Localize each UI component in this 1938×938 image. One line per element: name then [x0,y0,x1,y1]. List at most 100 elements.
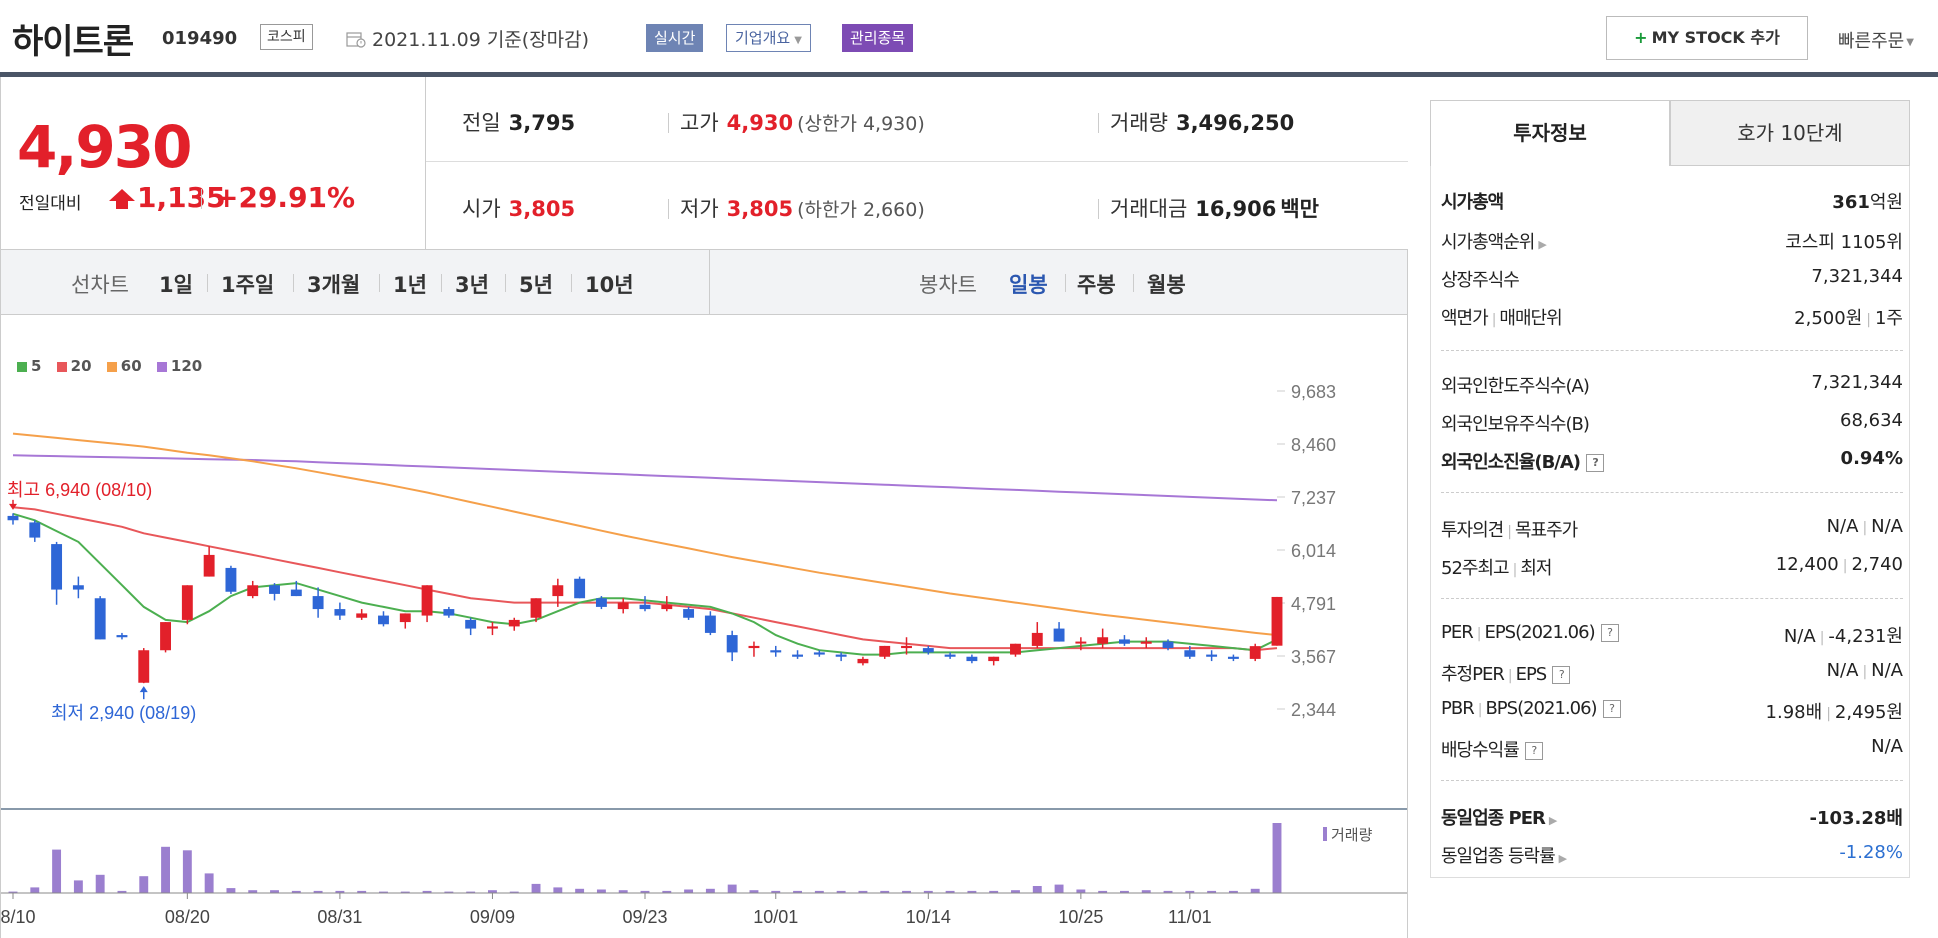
market-cap-row: 시가총액 361억원 [1441,192,1903,213]
candle-body [138,650,150,683]
ma120-line [12,454,1278,502]
period-5y[interactable]: 5년 [519,273,553,297]
help-icon[interactable]: ? [1586,454,1605,472]
help-icon[interactable]: ? [1552,666,1571,684]
add-my-stock-button[interactable]: + MY STOCK 추가 [1606,16,1808,60]
help-icon[interactable]: ? [1602,700,1621,718]
candle-body [901,645,912,649]
day-high: 고가 4,930 (상한가 4,930) [680,111,925,135]
volume-bar [379,891,388,893]
y-tick-label: 6,014 [1291,541,1336,561]
ma-legend: 5 20 60 120 [17,357,212,375]
candlestick-chart[interactable]: 9,683 8,460 7,237 6,014 4,791 3,567 2,344 최고 6,… [1,315,1407,938]
candle-body [879,645,891,657]
help-icon[interactable]: ? [1524,742,1543,760]
volume-bar [1054,884,1064,893]
x-tick-label: 10/25 [1058,907,1103,927]
min-arrow-head [139,686,148,693]
candle-body [7,515,19,521]
header-divider [0,72,1938,77]
period-1y[interactable]: 1년 [393,273,427,297]
chevron-right-icon: ▶ [1548,814,1558,827]
candle-body [203,554,215,577]
period-1w[interactable]: 1주일 [221,273,275,297]
tab-order-book[interactable]: 호가 10단계 [1670,100,1910,166]
x-tick-label: 10/01 [753,907,798,927]
candle-body [312,596,324,610]
candle-body [116,635,128,638]
volume-bar [902,890,911,893]
candle-body [1053,628,1065,642]
company-overview-button[interactable]: 기업개요 ▼ [726,24,811,52]
candle-body [356,613,368,618]
dividend-row: 배당수익률? N/A [1441,736,1903,761]
change-amount: 1,135 [137,181,226,214]
open-price: 시가 3,805 [462,197,576,221]
volume-bar [117,890,127,893]
volume-bar [204,873,214,893]
stock-code: 019490 [162,28,238,49]
per-eps-row: PER | EPS(2021.06)? N/A | -4,231원 [1441,622,1903,647]
candle-body [552,585,564,597]
volume-bar [727,884,737,893]
current-price-box: 4,930 전일대비 1,135 +29.91% [0,77,426,249]
period-monthly[interactable]: 월봉 [1147,273,1186,297]
candle-body [1031,632,1043,646]
investment-info-panel: 투자정보 호가 10단계 시가총액 361억원 시가총액순위 ▶ 코스피 1105… [1430,100,1910,880]
volume-bar [814,890,824,893]
realtime-button[interactable]: 실시간 [646,24,704,52]
volume-bar [771,890,781,893]
x-tick-label: 09/23 [622,907,667,927]
sector-per-row[interactable]: 동일업종 PER ▶ -103.28배 [1441,808,1903,829]
volume-bar [95,874,105,893]
y-tick-label: 4,791 [1291,594,1336,614]
volume-bar [248,890,258,893]
volume-bar [880,890,890,893]
listed-shares-row: 상장주식수 7,321,344 [1441,266,1903,291]
candle-body [617,602,629,610]
volume-bar [291,890,301,893]
candle-body [269,585,280,594]
period-1d[interactable]: 1일 [159,273,193,297]
divider [1133,274,1134,292]
volume-bar [30,887,40,893]
chevron-right-icon: ▶ [1558,852,1568,865]
candle-body [704,615,716,633]
volume-bar [400,891,410,893]
candle-body [835,654,847,657]
period-3m[interactable]: 3개월 [307,273,361,297]
x-tick-label: 08/20 [165,907,210,927]
quick-order-menu[interactable]: 빠른주문 ▼ [1838,27,1914,53]
candle-body [792,654,803,657]
candle-body [813,652,825,655]
volume-bar [1163,890,1173,893]
sector-rate-row[interactable]: 동일업종 등락률 ▶ -1.28% [1441,842,1903,867]
candle-body [726,635,738,653]
managed-stock-badge[interactable]: 관리종목 [842,24,914,52]
y-tick-label: 2,344 [1291,700,1336,720]
x-tick-label: 09/09 [470,907,515,927]
period-daily[interactable]: 일봉 [1009,273,1048,297]
volume-bar [444,891,454,893]
tab-investment-info[interactable]: 투자정보 [1430,100,1670,166]
divider [1441,350,1903,351]
max-arrow-head [9,503,17,510]
candle-body [29,522,41,538]
volume-legend-swatch [1323,827,1327,841]
candle-body [225,567,237,592]
panel-tabs: 투자정보 호가 10단계 [1430,100,1910,166]
help-icon[interactable]: ? [1600,624,1619,642]
volume-bar [139,876,149,893]
max-price-label: 최고 6,940 (08/10) [7,480,152,500]
volume-bar [466,891,476,893]
volume-bar [989,890,999,893]
period-weekly[interactable]: 주봉 [1077,273,1116,297]
period-3y[interactable]: 3년 [455,273,489,297]
period-10y[interactable]: 10년 [585,273,634,297]
candle-body [988,656,1000,662]
volume-bar [1098,890,1108,893]
divider [1098,113,1099,133]
market-cap-rank-row[interactable]: 시가총액순위 ▶ 코스피 1105위 [1441,232,1903,253]
par-value-row: 액면가 | 매매단위 2,500원 | 1주 [1441,308,1903,329]
volume-bar [270,890,279,893]
